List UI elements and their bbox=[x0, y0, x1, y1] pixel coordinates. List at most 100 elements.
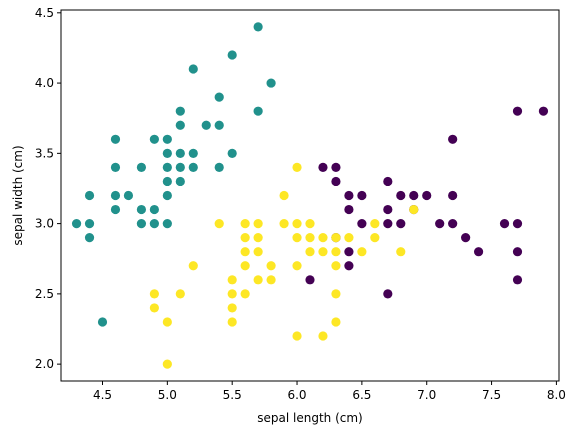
data-point bbox=[214, 162, 224, 172]
data-point bbox=[435, 219, 445, 229]
x-tick-label: 5.0 bbox=[158, 388, 177, 402]
data-point bbox=[383, 204, 393, 215]
data-point bbox=[305, 247, 315, 257]
y-axis-label: sepal width (cm) bbox=[11, 145, 25, 245]
data-point bbox=[292, 219, 302, 229]
data-point bbox=[136, 162, 147, 172]
data-point bbox=[175, 162, 185, 172]
data-point bbox=[136, 219, 147, 229]
x-tick-label: 8.0 bbox=[547, 388, 566, 402]
data-point bbox=[188, 261, 198, 271]
data-point bbox=[383, 289, 393, 299]
data-point bbox=[149, 204, 159, 215]
data-point bbox=[383, 219, 393, 229]
data-point bbox=[331, 289, 341, 299]
x-axis-label: sepal length (cm) bbox=[257, 411, 362, 425]
data-point bbox=[331, 247, 341, 257]
data-point bbox=[227, 317, 237, 327]
data-point bbox=[175, 120, 185, 130]
x-tick-label: 7.5 bbox=[482, 388, 501, 402]
data-point bbox=[422, 190, 432, 201]
data-point bbox=[318, 331, 328, 341]
data-point bbox=[512, 247, 523, 257]
data-point bbox=[370, 233, 380, 243]
data-point bbox=[253, 233, 263, 243]
data-point bbox=[331, 317, 341, 327]
data-point bbox=[253, 247, 263, 257]
data-point bbox=[136, 204, 147, 215]
data-point bbox=[253, 22, 263, 32]
data-point bbox=[253, 275, 263, 285]
data-point bbox=[409, 190, 419, 201]
data-point bbox=[162, 359, 172, 369]
y-tick-label: 3.5 bbox=[35, 146, 54, 160]
points-layer bbox=[71, 22, 549, 369]
data-point bbox=[266, 275, 276, 285]
data-point bbox=[162, 317, 172, 327]
data-point bbox=[370, 219, 380, 229]
data-point bbox=[461, 233, 471, 243]
data-point bbox=[266, 261, 276, 271]
data-point bbox=[409, 204, 419, 215]
data-point bbox=[227, 289, 237, 299]
data-point bbox=[512, 275, 523, 285]
data-point bbox=[110, 162, 121, 172]
data-point bbox=[331, 162, 341, 172]
data-point bbox=[344, 261, 354, 271]
data-point bbox=[188, 148, 198, 158]
data-point bbox=[448, 190, 458, 201]
data-point bbox=[344, 204, 354, 215]
data-point bbox=[162, 219, 172, 229]
x-tick-label: 7.0 bbox=[417, 388, 436, 402]
data-point bbox=[84, 219, 95, 229]
data-point bbox=[162, 148, 172, 158]
data-point bbox=[227, 50, 237, 60]
data-point bbox=[162, 162, 172, 172]
data-point bbox=[292, 331, 302, 341]
data-point bbox=[357, 247, 367, 257]
data-point bbox=[318, 162, 328, 172]
data-point bbox=[149, 219, 159, 229]
data-point bbox=[305, 219, 315, 229]
data-point bbox=[188, 162, 198, 172]
data-point bbox=[305, 233, 315, 243]
y-tick-label: 4.5 bbox=[35, 6, 54, 20]
data-point bbox=[499, 219, 510, 229]
data-point bbox=[149, 289, 159, 299]
data-point bbox=[110, 134, 121, 144]
data-point bbox=[253, 106, 263, 116]
data-point bbox=[162, 190, 172, 201]
data-point bbox=[175, 106, 185, 116]
y-tick-label: 2.0 bbox=[35, 357, 54, 371]
data-point bbox=[84, 190, 95, 201]
data-point bbox=[201, 120, 211, 130]
data-point bbox=[253, 219, 263, 229]
ticks-layer: 4.5 5.0 5.5 6.0 6.5 7.0 7.5 8.0 2.0 2.5 3.0 3.5 4.0 4… bbox=[35, 6, 566, 402]
data-point bbox=[318, 247, 328, 257]
data-point bbox=[162, 176, 172, 187]
data-point bbox=[512, 219, 523, 229]
data-point bbox=[344, 247, 354, 257]
data-point bbox=[383, 176, 393, 187]
data-point bbox=[71, 219, 82, 229]
data-point bbox=[227, 275, 237, 285]
x-tick-label: 5.5 bbox=[223, 388, 242, 402]
data-point bbox=[396, 247, 406, 257]
data-point bbox=[240, 247, 250, 257]
data-point bbox=[123, 190, 134, 201]
data-point bbox=[292, 233, 302, 243]
data-point bbox=[240, 219, 250, 229]
data-point bbox=[110, 190, 121, 201]
y-tick-label: 4.0 bbox=[35, 76, 54, 90]
x-tick-label: 6.0 bbox=[287, 388, 306, 402]
data-point bbox=[344, 233, 354, 243]
y-tick-label: 2.5 bbox=[35, 287, 54, 301]
data-point bbox=[149, 134, 159, 144]
data-point bbox=[84, 233, 95, 243]
data-point bbox=[149, 303, 159, 313]
data-point bbox=[240, 233, 250, 243]
data-point bbox=[266, 78, 276, 88]
data-point bbox=[344, 190, 354, 201]
data-point bbox=[305, 275, 315, 285]
